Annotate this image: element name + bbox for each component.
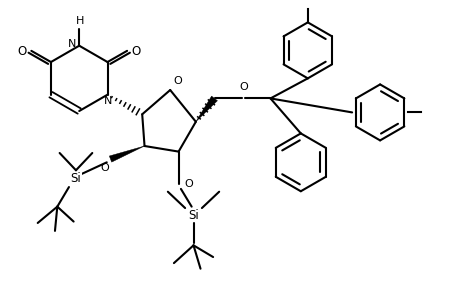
Text: O: O bbox=[17, 45, 27, 58]
Text: O: O bbox=[100, 163, 109, 173]
Text: H: H bbox=[76, 16, 84, 26]
Text: O: O bbox=[184, 179, 193, 189]
Polygon shape bbox=[196, 96, 218, 122]
Text: N: N bbox=[67, 39, 76, 49]
Text: O: O bbox=[132, 45, 141, 58]
Polygon shape bbox=[109, 146, 145, 162]
Text: N: N bbox=[104, 95, 112, 106]
Text: Si: Si bbox=[188, 208, 199, 222]
Text: O: O bbox=[239, 82, 248, 92]
Text: Si: Si bbox=[71, 172, 81, 185]
Text: O: O bbox=[173, 76, 182, 86]
